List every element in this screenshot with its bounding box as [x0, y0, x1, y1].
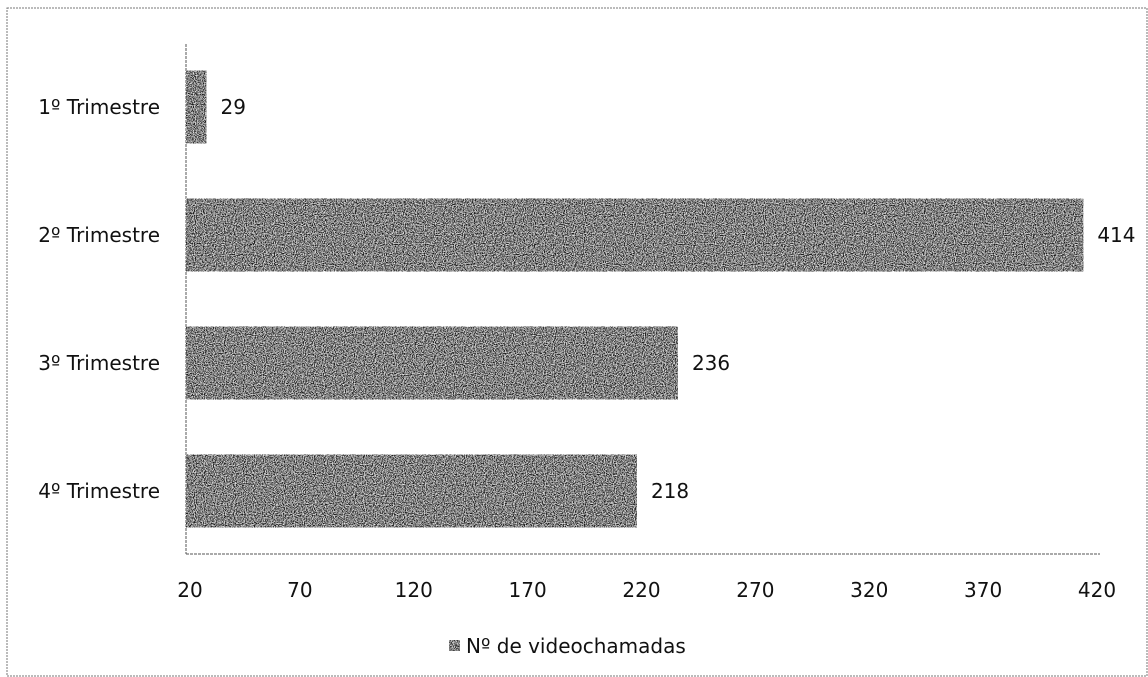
category-label-1: 1º Trimestre — [38, 95, 160, 119]
category-label-4: 4º Trimestre — [38, 479, 160, 503]
bar-1 — [186, 70, 207, 144]
x-tick-label-2: 70 — [287, 578, 312, 602]
chart-border — [6, 7, 1148, 677]
category-label-3: 3º Trimestre — [38, 351, 160, 375]
x-tick-label-7: 320 — [850, 578, 888, 602]
legend-swatch — [449, 640, 460, 651]
bars-group — [186, 70, 1084, 528]
category-label-2: 2º Trimestre — [38, 223, 160, 247]
value-label-4: 218 — [651, 479, 689, 503]
legend-label: Nº de videochamadas — [466, 634, 686, 658]
bar-4 — [186, 454, 637, 528]
category-labels: 1º Trimestre 2º Trimestre 3º Trimestre 4º T… — [38, 95, 160, 503]
x-tick-label-3: 120 — [395, 578, 433, 602]
x-tick-label-5: 220 — [622, 578, 660, 602]
value-label-2: 414 — [1097, 223, 1135, 247]
bar-2 — [186, 198, 1084, 272]
x-axis-tick-labels: 20 70 120 170 220 270 320 370 420 — [177, 578, 1116, 602]
x-tick-label-1: 20 — [177, 578, 202, 602]
legend: Nº de videochamadas — [449, 634, 686, 658]
x-tick-label-4: 170 — [509, 578, 547, 602]
value-labels: 29 414 236 218 — [220, 95, 1135, 503]
value-label-3: 236 — [692, 351, 730, 375]
x-tick-label-9: 420 — [1078, 578, 1116, 602]
x-tick-label-8: 370 — [964, 578, 1002, 602]
x-tick-label-6: 270 — [736, 578, 774, 602]
value-label-1: 29 — [220, 95, 245, 119]
bar-3 — [186, 326, 678, 400]
